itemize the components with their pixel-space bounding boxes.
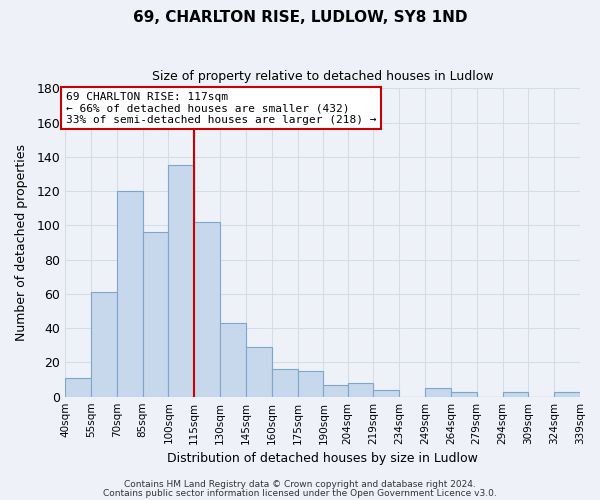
- Bar: [143, 232, 169, 396]
- Text: Contains HM Land Registry data © Crown copyright and database right 2024.: Contains HM Land Registry data © Crown c…: [124, 480, 476, 489]
- Bar: [272, 370, 298, 396]
- Bar: [169, 166, 194, 396]
- Text: 69 CHARLTON RISE: 117sqm
← 66% of detached houses are smaller (432)
33% of semi-: 69 CHARLTON RISE: 117sqm ← 66% of detach…: [66, 92, 376, 125]
- Bar: [246, 347, 272, 397]
- Bar: [347, 383, 373, 396]
- Bar: [554, 392, 580, 396]
- Bar: [194, 222, 220, 396]
- Bar: [323, 384, 347, 396]
- Title: Size of property relative to detached houses in Ludlow: Size of property relative to detached ho…: [152, 70, 493, 83]
- Bar: [451, 392, 476, 396]
- Y-axis label: Number of detached properties: Number of detached properties: [15, 144, 28, 341]
- Bar: [503, 392, 529, 396]
- Bar: [298, 371, 323, 396]
- Bar: [65, 378, 91, 396]
- Text: Contains public sector information licensed under the Open Government Licence v3: Contains public sector information licen…: [103, 488, 497, 498]
- Bar: [425, 388, 451, 396]
- X-axis label: Distribution of detached houses by size in Ludlow: Distribution of detached houses by size …: [167, 452, 478, 465]
- Bar: [220, 323, 246, 396]
- Text: 69, CHARLTON RISE, LUDLOW, SY8 1ND: 69, CHARLTON RISE, LUDLOW, SY8 1ND: [133, 10, 467, 25]
- Bar: [117, 191, 143, 396]
- Bar: [373, 390, 399, 396]
- Bar: [91, 292, 117, 397]
